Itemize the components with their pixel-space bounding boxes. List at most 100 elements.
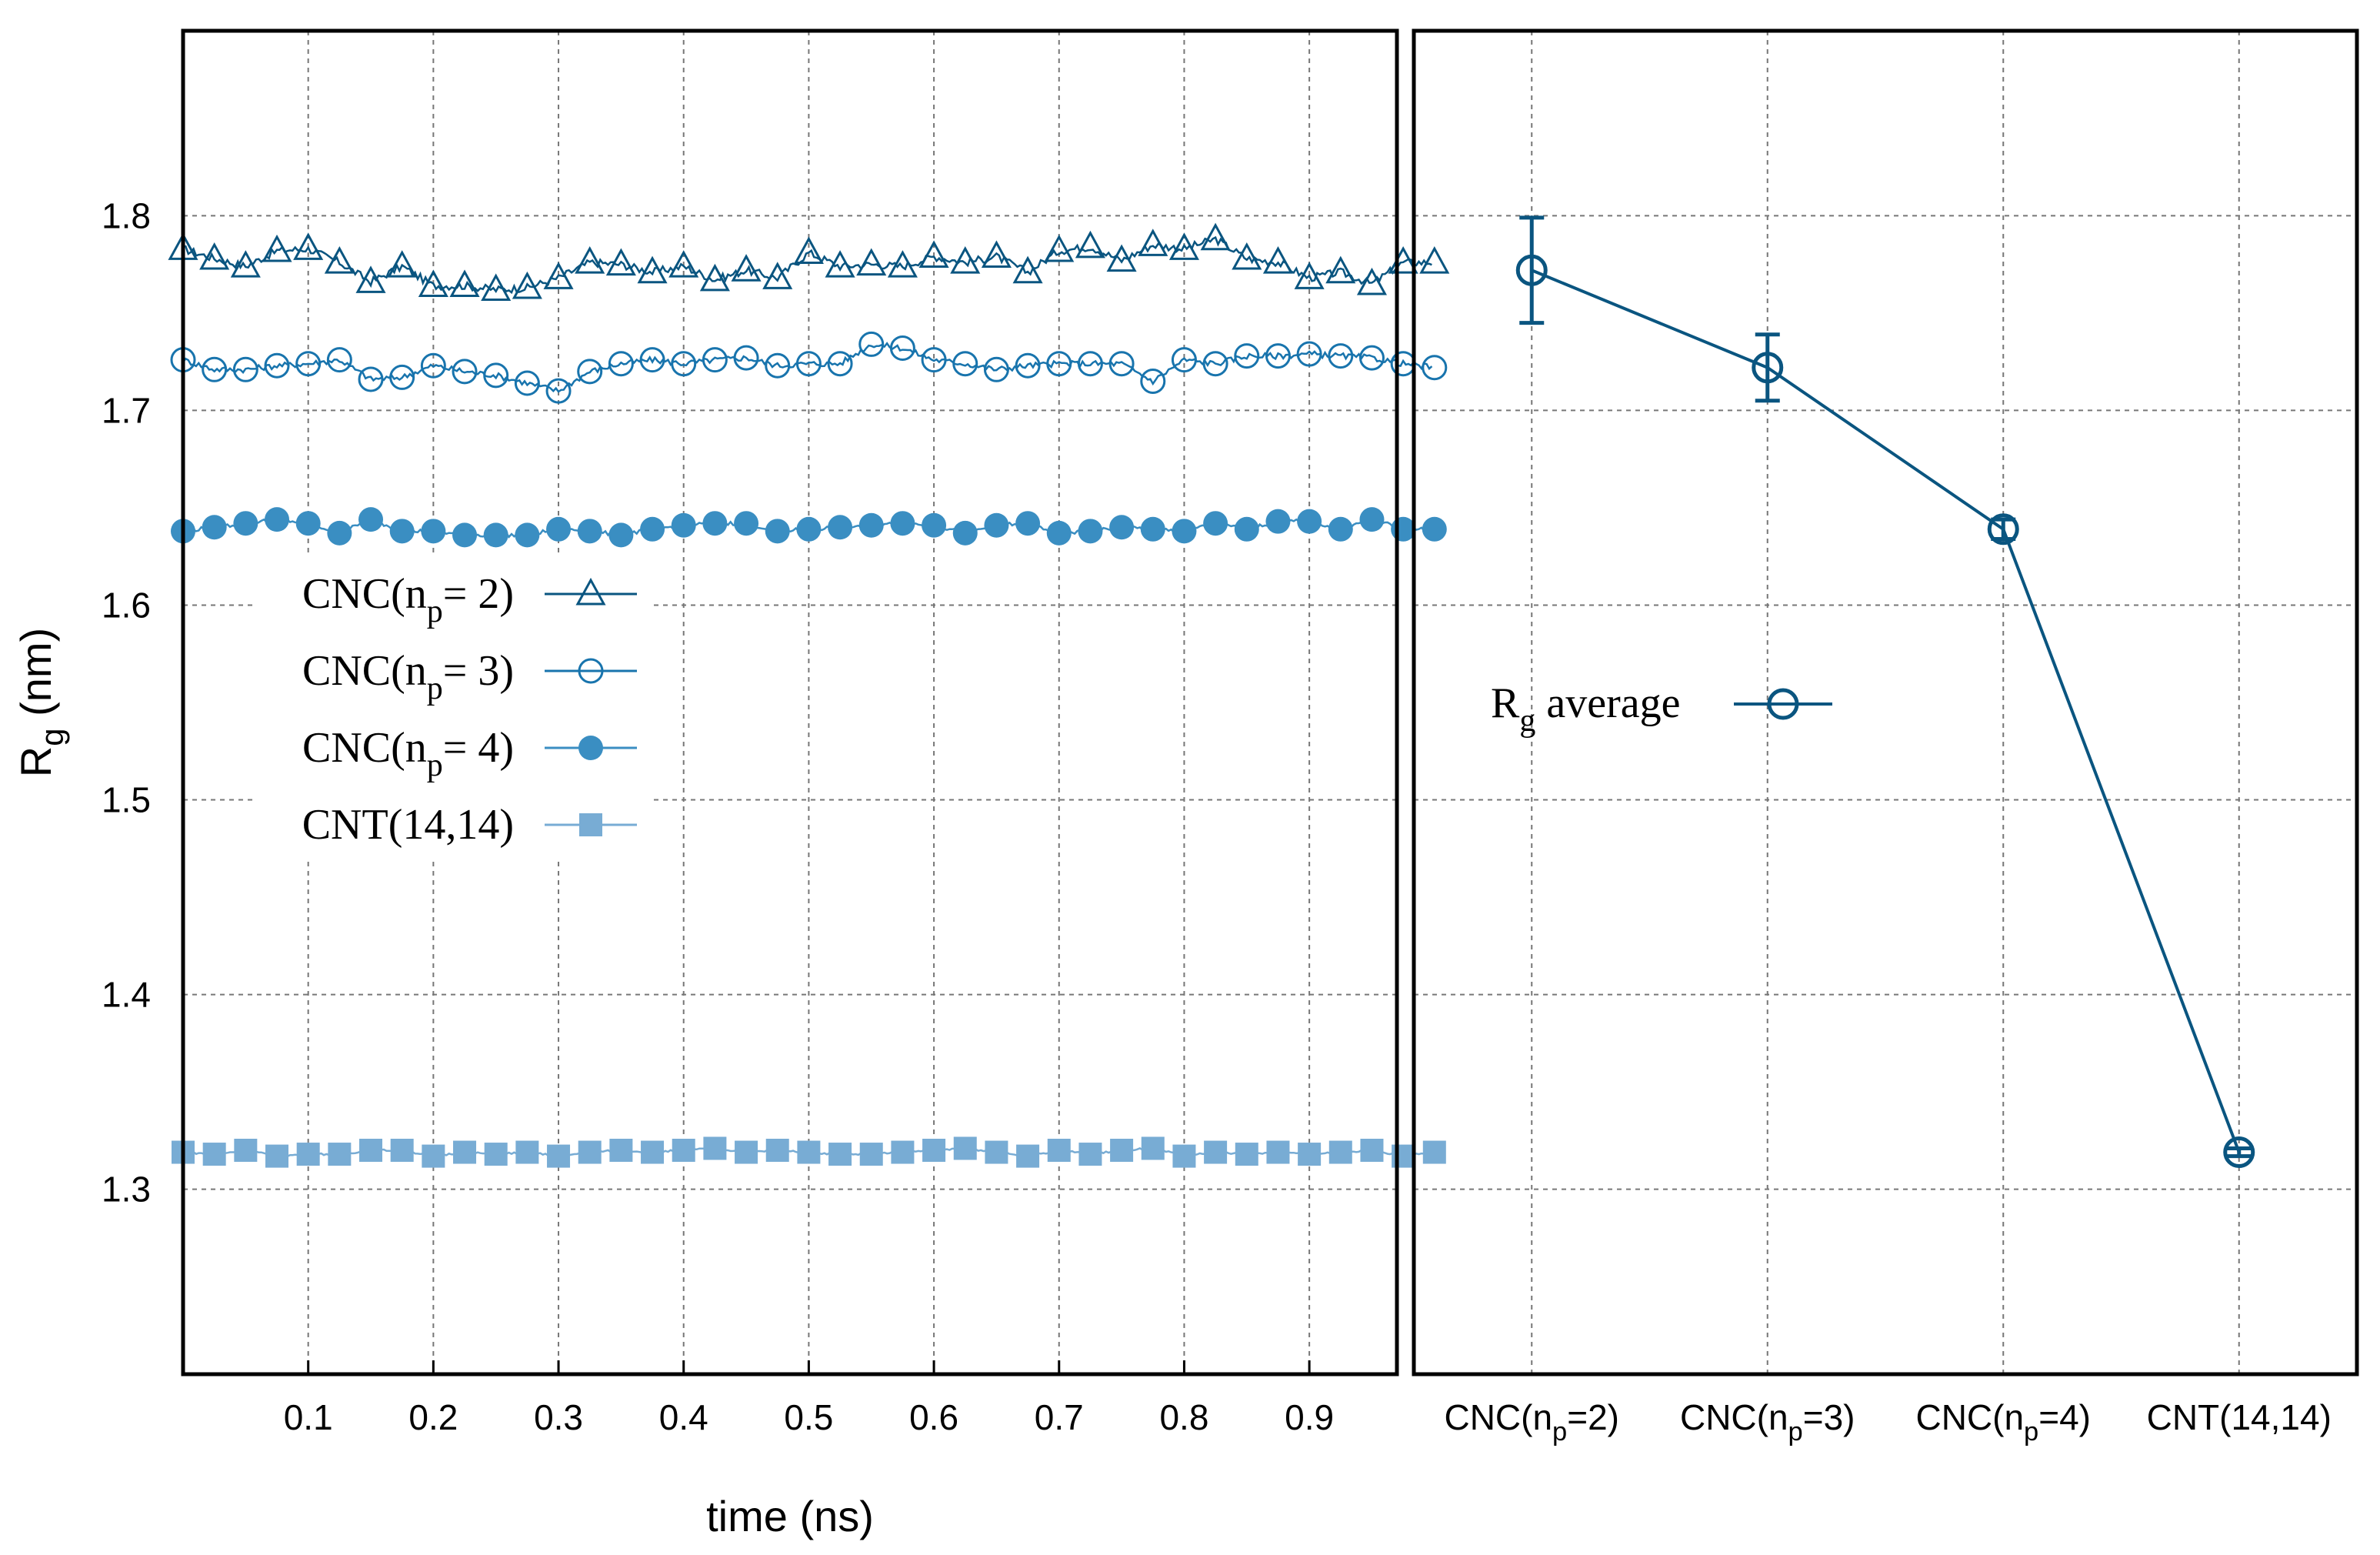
x-tick-label: 0.2 [408, 1397, 458, 1437]
data-point [512, 271, 542, 299]
data-point [546, 516, 572, 542]
legend-label-sub: p [427, 671, 443, 706]
data-point [1200, 222, 1231, 251]
legend: CNC(np= 2)CNC(np= 3)CNC(np= 4)CNT(14,14) [254, 554, 654, 862]
data-point [699, 263, 730, 292]
data-point [1422, 516, 1447, 542]
data-point [326, 347, 352, 373]
data-point [1296, 341, 1322, 367]
legend-label-end: average [1535, 679, 1680, 727]
data-point [858, 331, 885, 357]
y-tick-label: 1.4 [102, 975, 151, 1015]
data-point [547, 1144, 571, 1168]
data-point [418, 269, 448, 297]
series-4 [172, 1136, 1446, 1168]
data-point [420, 352, 446, 379]
data-point [952, 351, 978, 377]
data-point [1141, 1136, 1165, 1160]
data-point [856, 248, 887, 276]
legend: Rg average [1491, 679, 1832, 739]
data-point [827, 351, 853, 377]
data-point [202, 515, 227, 540]
data-point [358, 366, 384, 392]
data-point [1110, 1139, 1134, 1162]
data-point [765, 352, 791, 379]
data-point [637, 255, 668, 284]
data-point [262, 234, 292, 262]
data-point [1234, 343, 1260, 369]
data-point [890, 511, 915, 536]
data-point [891, 1140, 915, 1164]
legend-label-main: CNT(14,14) [302, 801, 514, 849]
data-point [389, 519, 415, 544]
x-axis-label: time (ns) [706, 1492, 874, 1540]
y-tick-label: 1.7 [102, 390, 151, 430]
data-point [889, 335, 915, 361]
data-point [202, 1143, 226, 1166]
data-point [608, 522, 634, 548]
data-point [1987, 513, 2019, 546]
legend-label-end: = 2) [443, 570, 514, 618]
right-plot-frame [1412, 28, 2359, 1376]
data-point [985, 1140, 1008, 1164]
data-point [1046, 520, 1072, 546]
legend-label-sub: p [427, 748, 443, 783]
data-point [795, 351, 822, 377]
data-point [1422, 355, 1448, 381]
data-point [858, 512, 884, 538]
data-point [515, 1140, 539, 1164]
data-point [1265, 509, 1291, 534]
data-point [639, 347, 665, 373]
data-point [324, 246, 355, 274]
data-point [1204, 1140, 1228, 1164]
data-point [293, 232, 324, 260]
data-point [609, 1139, 633, 1162]
data-point [640, 516, 665, 542]
data-point [1265, 343, 1291, 369]
time-series-panel: 0.1 0.2 0.3 0.4 0.5 0.6 0.7 0.8 0.9 1.3 1.4 1.5 1.6 1… [12, 28, 1450, 1540]
data-point [950, 246, 981, 274]
category-label: CNC(np=3) [1680, 1397, 1855, 1447]
data-point [1235, 1143, 1258, 1166]
category-label-sub: p [1788, 1417, 1803, 1447]
data-point [422, 1144, 445, 1168]
data-point [952, 520, 978, 546]
data-point [641, 1140, 665, 1164]
data-point [859, 1143, 883, 1166]
data-point [734, 511, 759, 536]
data-point [515, 522, 540, 548]
data-point [1328, 1140, 1352, 1164]
data-point [230, 250, 261, 278]
series-1 [168, 222, 1450, 302]
legend-background [254, 554, 654, 862]
x-tick-label: 0.8 [1159, 1397, 1208, 1437]
legend-label-end: = 4) [443, 724, 514, 772]
category-label: CNC(np=4) [1915, 1397, 2091, 1447]
data-point [232, 356, 258, 382]
x-tick-label: 0.1 [284, 1397, 333, 1437]
data-point [453, 1140, 477, 1164]
data-point [234, 1139, 258, 1162]
x-tick-label: 0.3 [534, 1397, 583, 1437]
data-point [575, 246, 605, 274]
data-point [265, 1144, 289, 1168]
data-point [953, 1136, 977, 1160]
y-axis-label-sub: g [34, 728, 70, 746]
data-point [389, 364, 415, 390]
x-tick-label: 0.6 [909, 1397, 958, 1437]
data-point [514, 370, 540, 396]
data-point [731, 254, 762, 282]
data-point [981, 240, 1012, 269]
data-point [1047, 1139, 1071, 1162]
data-point [1234, 516, 1259, 542]
data-point [984, 512, 1009, 538]
data-point [264, 352, 290, 379]
y-axis-label-main: R [12, 746, 60, 777]
y-tick-label: 1.6 [102, 585, 151, 625]
data-point [1202, 351, 1228, 377]
category-label-main: CNC(n [1444, 1397, 1552, 1437]
data-point [295, 511, 321, 536]
data-point [421, 519, 446, 544]
data-point [671, 351, 697, 377]
data-point [703, 1136, 727, 1160]
